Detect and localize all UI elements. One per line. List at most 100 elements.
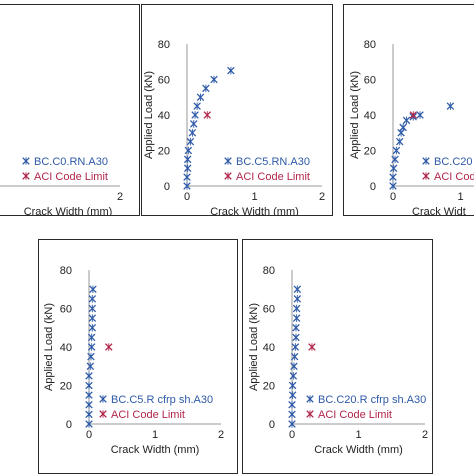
x-tick-label: 2 <box>218 429 224 441</box>
chart-2: 0 20 40 60 80 0 1 2 Crack Width (mm) Applied Load… <box>141 4 333 218</box>
data-point <box>184 146 193 155</box>
legend-label: BC.C20.R cfrp sh.A30 <box>318 394 426 406</box>
data-point <box>389 173 397 181</box>
legend-item: ACI Code Limit <box>224 171 310 183</box>
legend: BC.C5.RN.A30 ACI Code Limit <box>224 156 310 183</box>
data-point <box>186 137 195 146</box>
y-tick-label: 0 <box>370 181 376 193</box>
legend-item: BC.C20 <box>422 156 473 168</box>
data-point <box>227 66 235 75</box>
legend: BC.C20.R cfrp sh.A30 ACI Code Limit <box>306 394 426 421</box>
legend: BC.C5.R cfrp sh.A30 ACI Code Limit <box>99 394 213 421</box>
data-point <box>399 123 407 132</box>
series-aci-limit <box>105 343 113 351</box>
legend-item: ACI Code Limit <box>22 171 108 183</box>
data-point <box>89 285 97 294</box>
data-point <box>290 352 299 361</box>
legend-item: ACI Code Limit <box>99 409 185 421</box>
y-tick-label: 20 <box>158 146 170 158</box>
panel-frame <box>343 4 474 216</box>
data-point <box>87 333 96 342</box>
data-point <box>87 352 95 361</box>
series-test <box>85 285 97 428</box>
x-tick-label: 1 <box>152 429 158 441</box>
data-point <box>193 102 201 110</box>
legend: BC.C20 ACI Code Limit <box>422 156 474 183</box>
legend-label: ACI Code Limit <box>34 171 108 183</box>
y-tick-label: 0 <box>269 419 275 431</box>
x-axis-label: Crack Width (mm) <box>210 206 299 218</box>
legend-marker <box>306 410 314 418</box>
x-tick-label: 0 <box>289 429 295 441</box>
data-point <box>293 295 302 303</box>
x-tick-label: 1 <box>251 191 257 203</box>
data-point <box>290 362 298 371</box>
legend-item: BC.C0.RN.A30 <box>22 156 108 168</box>
legend-marker <box>306 395 314 403</box>
legend-marker <box>22 157 30 165</box>
data-point <box>183 164 192 173</box>
x-tick-label: 1 <box>457 191 463 203</box>
data-point <box>210 75 218 84</box>
y-tick-label: 80 <box>364 39 376 51</box>
x-tick-label: 1 <box>355 429 361 441</box>
data-point <box>88 314 97 322</box>
data-point <box>202 84 210 93</box>
data-point <box>88 304 97 313</box>
y-axis-label: Applied Load (kN) <box>248 303 260 391</box>
x-tick-label: 2 <box>319 191 325 203</box>
series-aci-limit <box>409 111 418 119</box>
x-axis-label: Crack Widt <box>412 206 466 218</box>
legend-item: ACI Code Limit <box>422 171 474 183</box>
legend-label: BC.C0.RN.A30 <box>34 156 108 168</box>
x-tick-label: 2 <box>422 429 428 441</box>
data-point <box>188 128 197 137</box>
legend-item: BC.C5.R cfrp sh.A30 <box>99 394 213 406</box>
y-tick-label: 60 <box>263 304 275 316</box>
plot-area: 0 20 40 60 80 0 1 Crack Widt Applied Load (kN) BC… <box>349 39 474 218</box>
y-tick-label: 40 <box>60 342 72 354</box>
data-point <box>288 400 296 409</box>
series-test <box>389 102 455 190</box>
legend-label: ACI Code Limit <box>318 409 392 421</box>
data-point <box>288 391 297 399</box>
data-point <box>288 420 296 428</box>
legend-marker <box>99 410 107 418</box>
x-tick-label: 0 <box>86 429 92 441</box>
y-tick-label: 40 <box>364 110 376 122</box>
data-point <box>288 410 296 419</box>
legend: BC.C0.RN.A30 ACI Code Limit <box>22 156 108 183</box>
x-tick-label: 0 <box>390 191 396 203</box>
legend-label: ACI Code Limit <box>434 171 474 183</box>
plot-area: 0 20 40 60 80 0 1 2 Crack Width (mm) Applied Load… <box>248 265 428 456</box>
data-point <box>85 420 93 428</box>
y-tick-label: 0 <box>66 419 72 431</box>
data-point <box>203 111 212 119</box>
data-point <box>389 164 398 173</box>
panel-frame <box>0 4 140 216</box>
data-point <box>289 372 298 380</box>
plot-area: 0 20 40 60 80 0 1 2 Crack Width (mm) Applied Load… <box>43 265 224 456</box>
data-point <box>292 333 300 342</box>
legend-label: BC.C20 <box>434 156 473 168</box>
chart-5: 0 20 40 60 80 0 1 2 Crack Width (mm) Applied Load… <box>242 239 433 474</box>
legend-marker <box>99 395 107 403</box>
y-axis-label: Applied Load (kN) <box>349 71 361 159</box>
series-test <box>288 285 302 428</box>
y-axis-label: Applied Load (kN) <box>43 303 55 391</box>
data-point <box>196 93 205 102</box>
chart-4: 0 20 40 60 80 0 1 2 Crack Width (mm) Applied Load… <box>38 239 238 474</box>
series-test <box>183 66 235 190</box>
data-point <box>88 323 97 332</box>
x-tick-label: 2 <box>117 191 123 203</box>
data-point <box>105 343 113 351</box>
data-point <box>189 120 198 128</box>
legend-item: ACI Code Limit <box>306 409 392 421</box>
data-point <box>291 343 300 351</box>
data-point <box>183 173 191 181</box>
legend-label: ACI Code Limit <box>111 409 185 421</box>
data-point <box>191 111 199 119</box>
